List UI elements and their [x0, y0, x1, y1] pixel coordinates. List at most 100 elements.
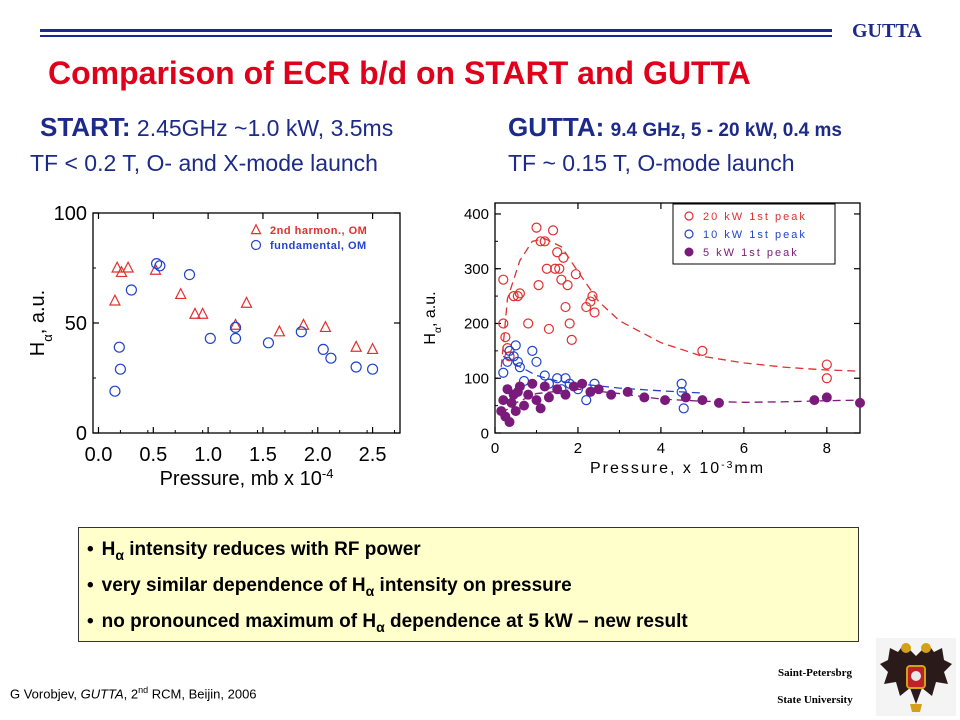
y-axis-label: Hα, a.u.	[30, 290, 55, 356]
data-point	[368, 364, 378, 374]
data-point	[542, 264, 551, 273]
data-point	[856, 398, 865, 407]
data-point	[114, 342, 124, 352]
bullet-icon: •	[87, 611, 94, 632]
data-point	[123, 262, 133, 272]
x-tick-label: 0.0	[85, 444, 113, 466]
legend-marker	[685, 248, 693, 256]
gutta-params: GUTTA: 9.4 GHz, 5 - 20 kW, 0.4 ms	[508, 112, 842, 143]
x-axis-label: Pressure, x 10-3mm	[590, 460, 765, 478]
legend: 20 kW 1st peak 10 kW 1st peak 5 kW 1st pea…	[673, 204, 835, 264]
note-item: • very similar dependence of Hα intensity…	[87, 568, 850, 604]
data-point	[607, 390, 616, 399]
data-point	[810, 396, 819, 405]
data-point	[515, 382, 524, 391]
data-point	[499, 396, 508, 405]
legend-label: 10 kW 1st peak	[703, 229, 807, 241]
conclusions-box: • Hα intensity reduces with RF power • ver…	[78, 527, 859, 642]
data-point	[274, 326, 284, 336]
data-point	[176, 289, 186, 299]
y-tick-label: 100	[464, 370, 489, 387]
data-point	[549, 226, 558, 235]
data-point	[532, 223, 541, 232]
data-point	[524, 390, 533, 399]
bullet-icon: •	[87, 539, 94, 560]
gutta-label: GUTTA:	[508, 112, 604, 142]
data-point	[532, 396, 541, 405]
data-point	[242, 297, 252, 307]
data-point	[501, 333, 510, 342]
data-point	[586, 387, 595, 396]
data-point	[110, 295, 120, 305]
data-point	[567, 335, 576, 344]
data-point	[563, 281, 572, 290]
y-axis-label: Hα, a.u.	[422, 291, 444, 344]
data-point	[231, 333, 241, 343]
data-point	[681, 393, 690, 402]
x-tick-label: 2.5	[359, 444, 387, 466]
series-2	[110, 259, 378, 397]
data-point	[503, 344, 512, 353]
header-rule-top	[40, 29, 832, 32]
note-item: • Hα intensity reduces with RF power	[87, 532, 850, 568]
data-point	[822, 393, 831, 402]
slide-title: Comparison of ECR b/d on START and GUTTA	[48, 55, 751, 92]
data-point	[553, 248, 562, 257]
x-tick-label: 0.5	[139, 444, 167, 466]
data-point	[578, 379, 587, 388]
data-point	[594, 385, 603, 394]
legend-label: 2nd harmon., OM	[270, 225, 367, 237]
data-point	[511, 341, 520, 350]
data-point	[368, 344, 378, 354]
y-tick-label: 400	[464, 206, 489, 223]
brand-label: GUTTA	[852, 20, 922, 43]
y-tick-label: 100	[54, 203, 87, 225]
data-point	[499, 368, 508, 377]
data-point	[557, 275, 566, 284]
x-tick-label: 8	[823, 440, 831, 457]
data-point	[507, 398, 516, 407]
data-point	[565, 319, 574, 328]
gutta-params-text: 9.4 GHz, 5 - 20 kW, 0.4 ms	[611, 120, 842, 141]
data-point	[532, 357, 541, 366]
data-point	[590, 308, 599, 317]
data-point	[561, 303, 570, 312]
data-point	[540, 382, 549, 391]
data-point	[640, 393, 649, 402]
data-point	[714, 398, 723, 407]
data-point	[582, 396, 591, 405]
header-rule-bottom	[40, 35, 832, 37]
bullet-icon: •	[87, 575, 94, 596]
legend-marker	[252, 241, 261, 250]
data-point	[499, 275, 508, 284]
data-point	[698, 346, 707, 355]
x-tick-label: 0	[491, 440, 499, 457]
data-point	[351, 341, 361, 351]
data-point	[623, 387, 632, 396]
data-point	[351, 362, 361, 372]
y-tick-label: 200	[464, 316, 489, 333]
x-tick-label: 1.5	[249, 444, 277, 466]
x-tick-label: 6	[740, 440, 748, 457]
start-line2: TF < 0.2 T, O- and X-mode launch	[30, 150, 378, 177]
data-point	[528, 379, 537, 388]
start-params: START: 2.45GHz ~1.0 kW, 3.5ms	[40, 112, 393, 143]
data-point	[561, 390, 570, 399]
gutta-chart: 0 2 4 6 80100200300400 20 kW 1st peak10 kW 1s…	[415, 190, 885, 500]
data-point	[559, 253, 568, 262]
x-tick-label: 1.0	[194, 444, 222, 466]
data-point	[505, 418, 514, 427]
data-point	[544, 324, 553, 333]
data-point	[115, 364, 125, 374]
legend-marker	[252, 225, 261, 234]
y-tick-label: 50	[65, 313, 87, 335]
start-params-text: 2.45GHz ~1.0 kW, 3.5ms	[137, 115, 393, 141]
legend-label: 5 kW 1st peak	[703, 247, 799, 259]
data-point	[528, 346, 537, 355]
data-point	[698, 396, 707, 405]
data-point	[184, 270, 194, 280]
series-1	[110, 262, 378, 353]
start-chart: 0.0 0.5 1.0 1.5 2.0 2.5 0 50 100 2nd harmon., OM f…	[30, 190, 410, 500]
data-point	[524, 319, 533, 328]
data-point	[126, 285, 136, 295]
